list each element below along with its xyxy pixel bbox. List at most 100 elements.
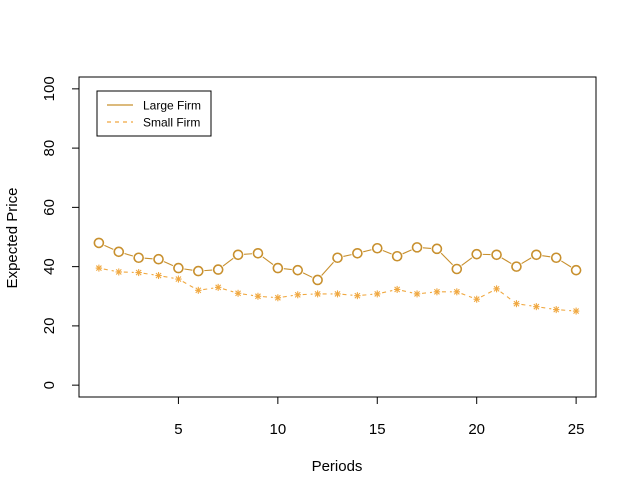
point-large-firm — [232, 249, 244, 261]
line-segment-small-firm — [382, 289, 393, 294]
line-segment-small-firm — [342, 293, 353, 296]
point-small-firm — [314, 290, 321, 298]
line-segment-small-firm — [421, 291, 433, 294]
line-segment-large-firm — [343, 254, 352, 257]
line-segment-small-firm — [500, 291, 513, 302]
point-large-firm — [252, 247, 264, 259]
y-axis-label: Expected Price — [4, 188, 21, 289]
x-tick-label: 15 — [369, 421, 386, 438]
point-small-firm — [135, 269, 142, 277]
point-small-firm — [473, 295, 480, 303]
line-segment-small-firm — [143, 272, 154, 276]
point-small-firm — [334, 290, 341, 298]
point-large-firm — [550, 252, 562, 264]
point-large-firm — [411, 242, 423, 253]
series-large-firm — [93, 237, 582, 286]
line-segment-large-firm — [262, 256, 274, 265]
point-small-firm — [195, 286, 202, 294]
line-segment-large-firm — [222, 257, 234, 267]
point-large-firm — [451, 263, 463, 275]
legend-label-small-firm: Small Firm — [143, 116, 200, 130]
y-tick-label: 60 — [41, 199, 58, 216]
point-small-firm — [175, 275, 182, 283]
line-segment-large-firm — [440, 252, 453, 266]
y-tick-label: 20 — [41, 318, 58, 335]
line-segment-small-firm — [222, 288, 234, 293]
line-segment-large-firm — [204, 269, 213, 272]
point-small-firm — [493, 285, 500, 293]
x-axis-label: Periods — [312, 458, 363, 475]
legend-box — [96, 90, 212, 137]
point-large-firm — [272, 262, 284, 274]
x-axis: 5 10 15 20 25 — [174, 396, 585, 438]
line-segment-large-firm — [542, 255, 551, 258]
line-segment-small-firm — [163, 275, 174, 279]
line-segment-small-firm — [182, 281, 195, 289]
point-small-firm — [95, 264, 103, 272]
point-small-firm — [453, 288, 461, 296]
line-segment-small-firm — [521, 303, 532, 307]
y-tick-label: 100 — [41, 76, 58, 101]
line-segment-large-firm — [382, 249, 392, 255]
legend-label-large-firm: Large Firm — [143, 99, 201, 113]
line-segment-large-firm — [363, 249, 372, 253]
line-segment-small-firm — [282, 294, 293, 298]
y-tick-label: 80 — [41, 140, 58, 157]
x-tick-label: 10 — [270, 421, 287, 438]
line-segment-large-firm — [244, 253, 253, 255]
y-tick-label: 40 — [41, 258, 58, 275]
line-segment-small-firm — [362, 293, 373, 296]
line-segment-large-firm — [163, 261, 174, 267]
line-segment-large-firm — [144, 257, 153, 260]
point-small-firm — [413, 290, 421, 298]
point-large-firm — [193, 265, 204, 277]
line-segment-large-firm — [302, 272, 313, 278]
point-small-firm — [155, 271, 162, 280]
line-segment-small-firm — [480, 290, 493, 298]
point-large-firm — [312, 274, 323, 286]
x-tick-label: 25 — [568, 421, 585, 438]
point-small-firm — [234, 289, 242, 297]
line-segment-small-firm — [461, 293, 473, 298]
y-axis: 0 20 40 60 80 100 — [41, 76, 80, 389]
point-large-firm — [431, 243, 443, 255]
line-segment-small-firm — [242, 293, 254, 297]
point-large-firm — [153, 253, 164, 265]
point-small-firm — [274, 294, 282, 302]
point-large-firm — [531, 249, 542, 261]
series-layer — [93, 237, 582, 315]
line-segment-small-firm — [401, 289, 413, 294]
line-segment-small-firm — [541, 306, 552, 310]
point-large-firm — [292, 264, 304, 276]
point-small-firm — [572, 307, 580, 315]
line-segment-large-firm — [422, 247, 431, 249]
point-small-firm — [533, 303, 540, 311]
line-segment-small-firm — [103, 268, 114, 272]
x-tick-label: 5 — [174, 421, 182, 438]
point-small-firm — [214, 283, 222, 291]
line-segment-large-firm — [501, 257, 512, 265]
point-large-firm — [212, 264, 224, 275]
point-small-firm — [294, 291, 301, 299]
point-large-firm — [332, 252, 343, 264]
point-large-firm — [113, 246, 125, 258]
legend: Large Firm Small Firm — [96, 90, 212, 137]
point-large-firm — [133, 252, 144, 264]
point-large-firm — [511, 261, 522, 272]
line-segment-large-firm — [321, 261, 334, 276]
point-large-firm — [391, 250, 403, 262]
point-small-firm — [354, 292, 361, 300]
y-tick-label: 0 — [41, 381, 58, 389]
point-small-firm — [393, 285, 401, 293]
point-large-firm — [371, 242, 383, 254]
point-small-firm — [254, 292, 262, 300]
point-large-firm — [471, 248, 482, 260]
point-large-firm — [491, 249, 502, 261]
x-tick-label: 20 — [468, 421, 485, 438]
point-large-firm — [352, 247, 363, 259]
line-segment-small-firm — [203, 287, 214, 291]
line-segment-large-firm — [184, 268, 193, 271]
point-large-firm — [570, 264, 582, 276]
